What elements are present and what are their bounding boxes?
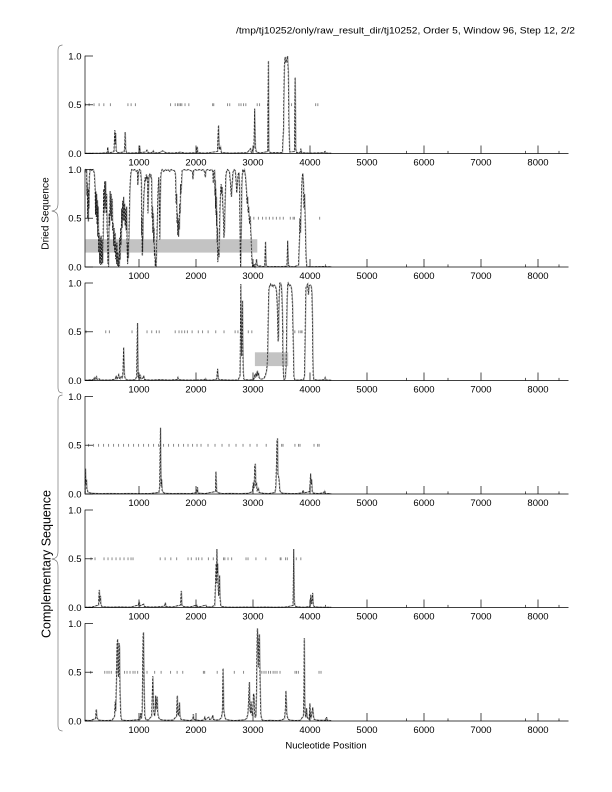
svg-text:2000: 2000 — [185, 385, 206, 396]
svg-text:Nucleotide Position: Nucleotide Position — [285, 741, 366, 752]
svg-text:8000: 8000 — [527, 158, 548, 169]
svg-text:7000: 7000 — [470, 498, 491, 509]
svg-text:7000: 7000 — [470, 725, 491, 736]
svg-text:2000: 2000 — [185, 498, 206, 509]
svg-text:5000: 5000 — [356, 271, 377, 282]
svg-text:1.0: 1.0 — [68, 505, 81, 516]
svg-text:3000: 3000 — [242, 498, 263, 509]
svg-text:4000: 4000 — [299, 612, 320, 623]
svg-text:0.5: 0.5 — [68, 100, 81, 111]
svg-text:5000: 5000 — [356, 158, 377, 169]
svg-text:0.5: 0.5 — [68, 554, 81, 565]
svg-text:0.0: 0.0 — [68, 716, 81, 727]
svg-text:5000: 5000 — [356, 498, 377, 509]
svg-text:4000: 4000 — [299, 158, 320, 169]
svg-text:Complementary Sequence: Complementary Sequence — [40, 490, 54, 638]
svg-text:0.0: 0.0 — [68, 376, 81, 387]
svg-text:3000: 3000 — [242, 612, 263, 623]
svg-text:1000: 1000 — [128, 725, 149, 736]
svg-text:3000: 3000 — [242, 158, 263, 169]
svg-text:1.0: 1.0 — [68, 165, 81, 176]
svg-text:1.0: 1.0 — [68, 278, 81, 289]
svg-text:3000: 3000 — [242, 271, 263, 282]
svg-text:4000: 4000 — [299, 385, 320, 396]
svg-text:1000: 1000 — [128, 498, 149, 509]
svg-text:4000: 4000 — [299, 271, 320, 282]
svg-text:8000: 8000 — [527, 498, 548, 509]
svg-text:4000: 4000 — [299, 725, 320, 736]
svg-text:0.5: 0.5 — [68, 668, 81, 679]
svg-text:7000: 7000 — [470, 158, 491, 169]
svg-text:8000: 8000 — [527, 271, 548, 282]
svg-text:5000: 5000 — [356, 725, 377, 736]
svg-text:5000: 5000 — [356, 612, 377, 623]
svg-text:0.5: 0.5 — [68, 327, 81, 338]
svg-text:6000: 6000 — [413, 498, 434, 509]
svg-text:0.0: 0.0 — [68, 149, 81, 160]
svg-text:1000: 1000 — [128, 271, 149, 282]
svg-text:0.0: 0.0 — [68, 262, 81, 273]
svg-text:2000: 2000 — [185, 158, 206, 169]
svg-text:6000: 6000 — [413, 271, 434, 282]
svg-text:0.0: 0.0 — [68, 603, 81, 614]
svg-text:1.0: 1.0 — [68, 619, 81, 630]
svg-text:2000: 2000 — [185, 271, 206, 282]
svg-text:7000: 7000 — [470, 385, 491, 396]
svg-text:3000: 3000 — [242, 385, 263, 396]
svg-text:3000: 3000 — [242, 725, 263, 736]
svg-text:8000: 8000 — [527, 725, 548, 736]
svg-text:1.0: 1.0 — [68, 392, 81, 403]
svg-text:6000: 6000 — [413, 612, 434, 623]
svg-text:7000: 7000 — [470, 612, 491, 623]
svg-text:8000: 8000 — [527, 612, 548, 623]
svg-text:1.0: 1.0 — [68, 51, 81, 62]
svg-text:6000: 6000 — [413, 385, 434, 396]
svg-text:2000: 2000 — [185, 612, 206, 623]
svg-text:0.5: 0.5 — [68, 441, 81, 452]
svg-text:1000: 1000 — [128, 158, 149, 169]
svg-text:1000: 1000 — [128, 385, 149, 396]
svg-text:Dried Sequence: Dried Sequence — [41, 177, 52, 250]
svg-text:7000: 7000 — [470, 271, 491, 282]
svg-text:5000: 5000 — [356, 385, 377, 396]
svg-text:/tmp/tj10252/only/raw_result_d: /tmp/tj10252/only/raw_result_dir/tj10252… — [236, 26, 575, 37]
svg-text:1000: 1000 — [128, 612, 149, 623]
svg-text:0.5: 0.5 — [68, 214, 81, 225]
svg-text:6000: 6000 — [413, 725, 434, 736]
svg-text:2000: 2000 — [185, 725, 206, 736]
svg-text:8000: 8000 — [527, 385, 548, 396]
svg-text:0.0: 0.0 — [68, 489, 81, 500]
svg-text:6000: 6000 — [413, 158, 434, 169]
svg-text:4000: 4000 — [299, 498, 320, 509]
